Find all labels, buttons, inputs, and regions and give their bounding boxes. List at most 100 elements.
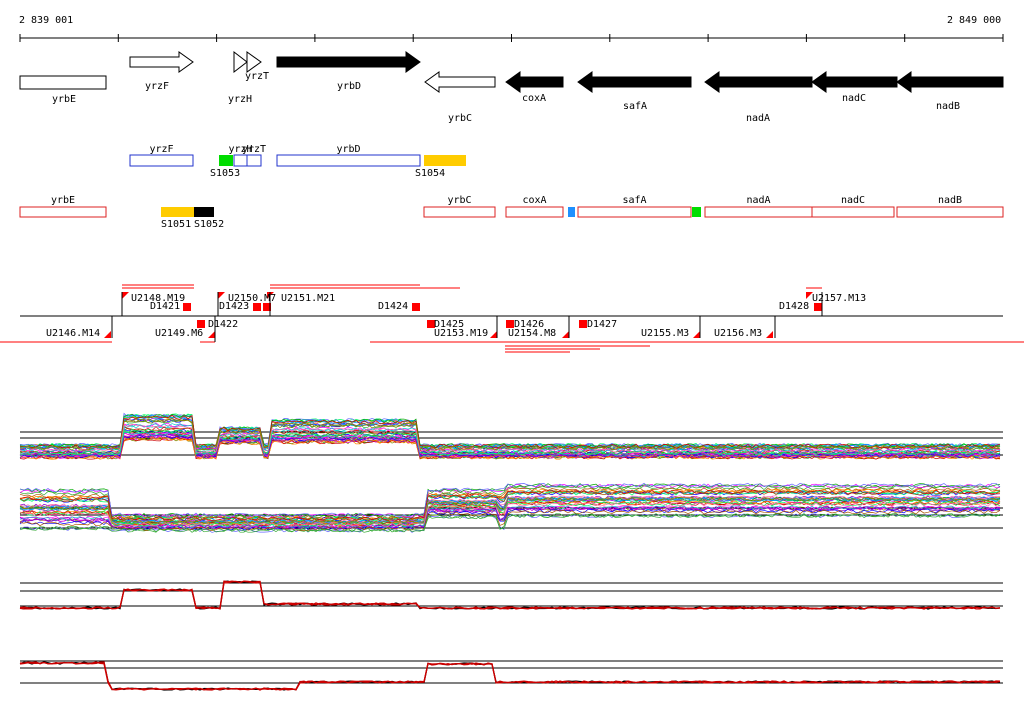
feature-marker[interactable] <box>506 320 514 328</box>
feature-start-marker <box>806 292 813 299</box>
plus-box-yrzF[interactable]: yrzF <box>129 144 194 167</box>
feature-label[interactable]: U2146.M14 <box>46 328 100 339</box>
expression-profile <box>19 423 1001 453</box>
feature-marker[interactable] <box>197 320 205 328</box>
minus-box-nadB[interactable]: nadB <box>896 195 1004 218</box>
expression-profile <box>19 496 1001 525</box>
minus-box-yrbE[interactable]: yrbE <box>19 195 107 218</box>
gene-nadC[interactable]: nadC <box>811 71 898 104</box>
minus-box-yrbC[interactable]: yrbC <box>423 195 496 218</box>
gene-yrzF[interactable]: yrzF <box>129 51 194 92</box>
segment-label: S1053 <box>210 168 240 179</box>
minus-box-label: yrbC <box>448 195 472 206</box>
gene-coxA[interactable]: coxA <box>505 71 564 104</box>
feature-marker[interactable] <box>253 303 261 311</box>
expression-profile <box>19 580 1001 610</box>
gene-track: yrbE yrzF yrzH yrzT yrbD yrbC coxA safA nadA nadC… <box>19 50 1004 124</box>
feature-start-marker <box>218 292 225 299</box>
feature-label[interactable]: D1427 <box>587 319 617 330</box>
feature-marker[interactable] <box>814 303 822 311</box>
segment-unnamed[interactable] <box>692 207 701 217</box>
feature-label[interactable]: U2150.M7 <box>228 293 276 304</box>
minus-box-label: nadA <box>747 195 771 206</box>
feature-label[interactable]: U2154.M8 <box>508 328 556 339</box>
feature-label[interactable]: U2148.M19 <box>131 293 185 304</box>
segment-S1054[interactable]: S1054 <box>415 155 466 179</box>
feature-marker[interactable] <box>412 303 420 311</box>
expression-profile <box>19 490 1001 522</box>
minus-box-safA[interactable]: safA <box>577 195 692 218</box>
feature-label[interactable]: D1425 <box>434 319 464 330</box>
gene-nadB[interactable]: nadB <box>896 71 1004 112</box>
expression-plots <box>19 412 1003 691</box>
feature-label[interactable]: D1422 <box>208 319 238 330</box>
gene-label: nadB <box>936 101 960 112</box>
feature-marker[interactable] <box>183 303 191 311</box>
segment-label: S1054 <box>415 168 445 179</box>
expression-profile <box>19 429 1001 456</box>
feature-marker[interactable] <box>427 320 435 328</box>
expression-profile <box>19 508 1001 531</box>
expression-profile <box>19 418 1000 451</box>
minus-box-label: nadB <box>938 195 962 206</box>
segment-S1052[interactable]: S1052 <box>194 207 224 230</box>
minus-box-coxA[interactable]: coxA <box>505 195 564 218</box>
feature-label[interactable]: U2153.M19 <box>434 328 488 339</box>
minus-box-nadA[interactable]: nadA <box>704 195 813 218</box>
feature-label[interactable]: D1421 <box>150 301 180 312</box>
gene-label: yrzH <box>228 94 252 105</box>
feature-marker[interactable] <box>579 320 587 328</box>
gene-yrbC[interactable]: yrbC <box>424 71 496 124</box>
plus-box-label: yrzF <box>150 144 174 155</box>
feature-end-marker <box>208 331 215 338</box>
gene-yrbD[interactable]: yrbD <box>276 51 421 92</box>
expression-profile <box>19 437 1001 460</box>
gene-nadA[interactable]: nadA <box>704 71 813 124</box>
plus-box-yrzT[interactable]: yrzT <box>242 144 266 167</box>
feature-label[interactable]: D1426 <box>514 319 544 330</box>
feature-label[interactable]: U2156.M3 <box>714 328 762 339</box>
gene-label: yrzF <box>145 81 169 92</box>
plus-box-yrbD[interactable]: yrbD <box>276 144 421 167</box>
expression-profile <box>19 661 1001 691</box>
feature-label[interactable]: D1428 <box>779 301 809 312</box>
gene-label: yrbC <box>448 113 472 124</box>
feature-label[interactable]: U2149.M6 <box>155 328 203 339</box>
expression-profile <box>19 424 1001 454</box>
feature-label[interactable]: D1423 <box>219 301 249 312</box>
feature-end-marker <box>693 331 700 338</box>
expression-profile <box>19 580 1001 610</box>
minus-box-nadC[interactable]: nadC <box>811 195 895 218</box>
expression-profile <box>19 436 1001 460</box>
feature-marker[interactable] <box>263 303 271 311</box>
segment-unnamed[interactable] <box>568 207 575 217</box>
coordinate-end: 2 849 000 <box>947 15 1001 26</box>
expression-profile <box>19 580 1001 610</box>
ruler <box>19 34 1004 42</box>
expression-profile <box>19 436 1001 460</box>
expression-profile <box>19 482 1001 518</box>
expression-profile <box>19 513 1001 533</box>
feature-label[interactable]: U2157.M13 <box>812 293 866 304</box>
expression-profile <box>19 483 1001 518</box>
plus-box-label: yrzH <box>229 144 253 155</box>
minus-box-label: safA <box>623 195 647 206</box>
plus-box-label: yrzT <box>242 144 266 155</box>
minus-box-label: yrbE <box>51 195 75 206</box>
feature-end-marker <box>766 331 773 338</box>
minus-box-label: coxA <box>523 195 547 206</box>
gene-yrzH[interactable]: yrzH <box>228 50 252 105</box>
gene-safA[interactable]: safA <box>577 71 692 112</box>
gene-yrzT[interactable]: yrzT <box>245 51 269 82</box>
feature-end-marker <box>562 331 569 338</box>
feature-label[interactable]: U2151.M21 <box>281 293 335 304</box>
expression-profile <box>19 502 1001 528</box>
gene-yrbE[interactable]: yrbE <box>19 75 107 105</box>
segment-S1053[interactable]: S1053 <box>210 155 240 179</box>
segment-S1051[interactable]: S1051 <box>161 207 194 230</box>
feature-label[interactable]: U2155.M3 <box>641 328 689 339</box>
expression-profile <box>19 413 1000 448</box>
feature-label[interactable]: D1424 <box>378 301 408 312</box>
